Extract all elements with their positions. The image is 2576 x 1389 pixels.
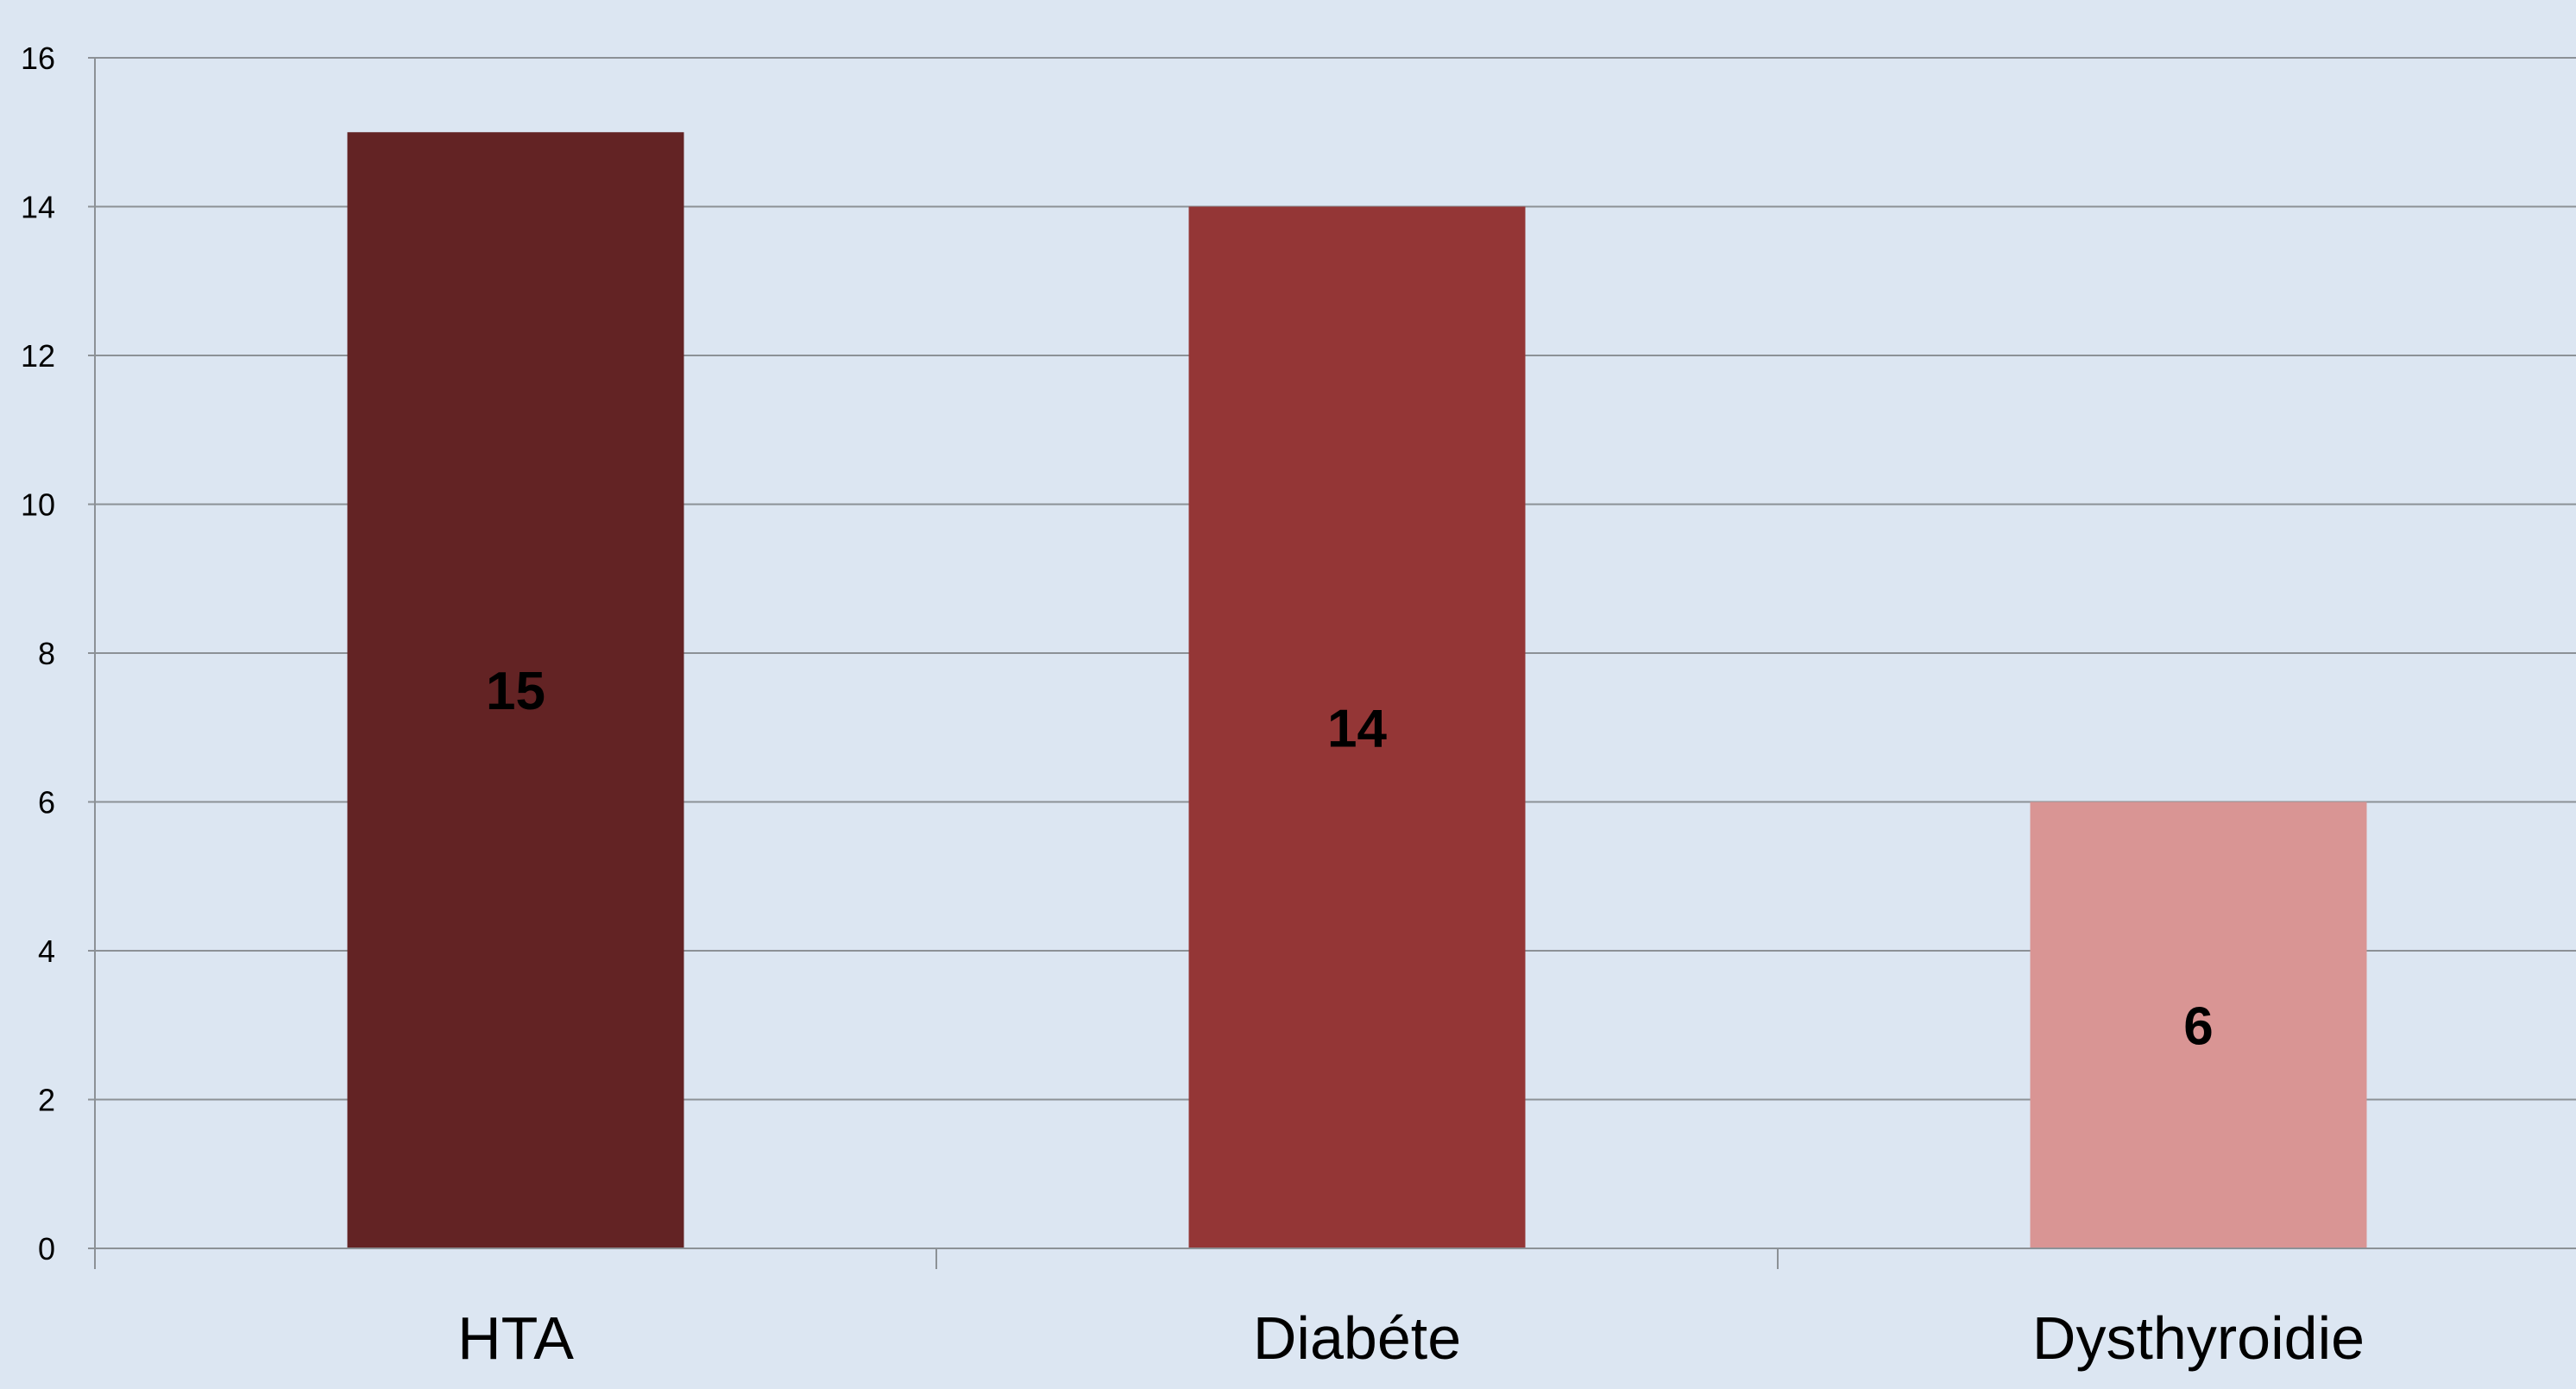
y-tick-label: 2 (38, 1083, 55, 1118)
x-category-label: Diabéte (1253, 1304, 1461, 1372)
bar-hta (347, 132, 684, 1248)
y-tick-label: 0 (38, 1231, 55, 1266)
y-tick-label: 8 (38, 636, 55, 671)
bars (347, 132, 2367, 1248)
data-label: 14 (1327, 699, 1387, 758)
x-category-label: HTA (457, 1304, 574, 1372)
y-tick-label: 16 (21, 41, 55, 76)
y-axis: 0 2 4 6 8 10 12 14 16 (21, 41, 96, 1269)
x-axis: HTA Diabéte Dysthyroidie (94, 1248, 2576, 1372)
data-label: 6 (2183, 996, 2213, 1056)
bar-diabéte (1188, 206, 1526, 1248)
y-tick-label: 14 (21, 190, 55, 225)
data-label: 15 (486, 662, 545, 721)
y-tick-label: 6 (38, 785, 55, 820)
y-tick-label: 10 (21, 487, 55, 523)
x-category-label: Dysthyroidie (2032, 1304, 2365, 1372)
bar-dysthyroidie (2030, 801, 2367, 1248)
data-labels: 15 14 6 (486, 662, 2214, 1056)
y-tick-label: 4 (38, 933, 55, 969)
y-tick-label: 12 (21, 338, 55, 374)
